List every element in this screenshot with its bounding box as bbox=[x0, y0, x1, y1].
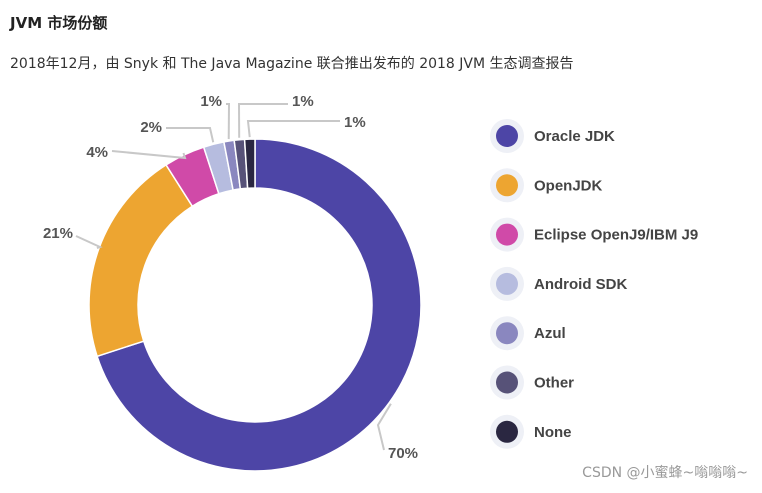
legend-label-eclipse-openj9-ibm-j9: Eclipse OpenJ9/IBM J9 bbox=[534, 227, 698, 244]
percent-label-android-sdk: 2% bbox=[140, 119, 162, 136]
slice-none bbox=[243, 138, 256, 190]
leader-line-azul bbox=[226, 103, 231, 140]
legend-swatch-eclipse-openj9-ibm-j9 bbox=[496, 223, 518, 246]
leader-line-oracle-jdk bbox=[376, 403, 392, 451]
legend-swatch-other bbox=[496, 371, 518, 394]
legend-label-azul: Azul bbox=[534, 325, 566, 342]
legend-swatch-oracle-jdk bbox=[496, 125, 518, 147]
legend-label-other: Other bbox=[534, 375, 574, 392]
percent-label-azul: 1% bbox=[200, 93, 222, 110]
report-description: 2018年12月，由 Snyk 和 The Java Magazine 联合推出… bbox=[10, 56, 574, 72]
legend-label-android-sdk: Android SDK bbox=[534, 276, 627, 293]
slice-oracle-jdk bbox=[96, 138, 422, 472]
legend-label-oracle-jdk: Oracle JDK bbox=[534, 128, 615, 145]
leader-line-openjdk bbox=[75, 235, 103, 250]
legend-swatch-openjdk bbox=[496, 174, 518, 197]
legend-swatch-android-sdk bbox=[496, 272, 518, 295]
legend-label-none: None bbox=[534, 424, 572, 441]
percent-label-oracle-jdk: 70% bbox=[388, 445, 418, 462]
legend-swatch-none bbox=[496, 420, 518, 443]
section-heading: JVM 市场份额 bbox=[10, 14, 108, 32]
legend-swatch-azul bbox=[496, 322, 518, 345]
leader-line-eclipse-openj9-ibm-j9 bbox=[111, 150, 187, 160]
percent-label-none: 1% bbox=[344, 114, 366, 131]
leader-line-android-sdk bbox=[166, 127, 215, 143]
legend-label-openjdk: OpenJDK bbox=[534, 177, 603, 194]
slice-openjdk bbox=[88, 163, 194, 358]
percent-label-eclipse-openj9-ibm-j9: 4% bbox=[86, 144, 108, 161]
percent-label-openjdk: 21% bbox=[43, 225, 73, 242]
leader-line-other bbox=[237, 103, 288, 138]
percent-label-other: 1% bbox=[292, 93, 314, 110]
csdn-watermark: CSDN @小蜜蜂~嗡嗡嗡~ bbox=[582, 465, 748, 481]
leader-line-none bbox=[246, 120, 340, 138]
